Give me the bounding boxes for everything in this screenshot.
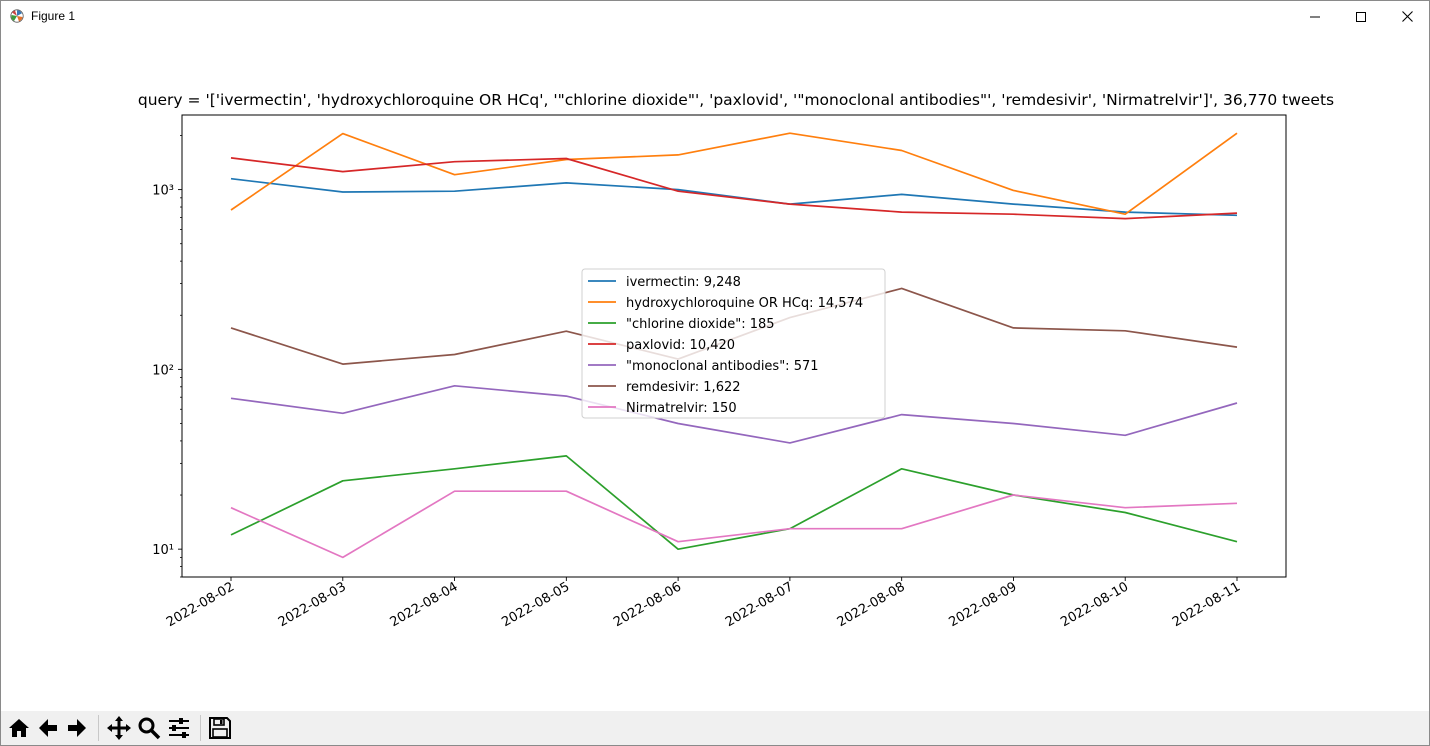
legend-label: hydroxychloroquine OR HCq: 14,574 [626,296,863,311]
back-button[interactable] [34,714,62,742]
navigation-toolbar [1,711,1429,745]
y-tick-label: 10³ [152,184,174,199]
legend-label: Nirmatrelvir: 150 [626,401,737,416]
configure-subplots-button[interactable] [165,714,193,742]
x-tick-label: 2022-08-11 [1170,579,1243,630]
y-tick-label: 10² [152,363,174,378]
zoom-icon [138,717,161,740]
x-tick-label: 2022-08-09 [947,579,1020,630]
forward-button[interactable] [63,714,91,742]
pan-icon [107,716,131,740]
minimize-icon [1310,16,1320,17]
x-tick-label: 2022-08-04 [388,579,461,630]
legend-label: "chlorine dioxide": 185 [626,317,775,332]
home-icon [9,719,29,737]
window-title: Figure 1 [31,9,76,23]
zoom-button[interactable] [135,714,163,742]
series-line [230,490,1238,559]
series-line [230,455,1238,551]
legend-label: ivermectin: 9,248 [626,275,741,290]
back-arrow-icon [39,719,57,737]
x-tick-label: 2022-08-06 [611,579,684,630]
home-button[interactable] [5,714,33,742]
maximize-icon [1356,11,1366,22]
x-tick-label: 2022-08-07 [723,579,796,630]
forward-arrow-icon [68,719,86,737]
matplotlib-logo-icon [10,9,24,23]
x-tick-label: 2022-08-10 [1058,579,1131,630]
legend-box [581,268,886,419]
legend-label: "monoclonal antibodies": 571 [626,359,819,374]
legend-label: remdesivir: 1,622 [626,380,741,395]
x-tick-label: 2022-08-08 [835,579,908,630]
legend-label: paxlovid: 10,420 [626,338,735,353]
save-icon [209,717,231,739]
title-bar[interactable]: Figure 1 [1,1,1429,32]
configure-subplots-icon [169,718,189,738]
axes-frame [181,114,1287,578]
x-tick-label: 2022-08-03 [276,579,349,630]
series-line [230,132,1238,216]
series-line [230,157,1238,220]
series-line [230,384,1238,444]
close-button[interactable] [1384,1,1430,32]
toolbar-separator [98,715,99,741]
maximize-button[interactable] [1338,1,1384,32]
line-chart: query = '['ivermectin', 'hydroxychloroqu… [138,91,1334,630]
toolbar-separator [200,715,201,741]
figure-canvas[interactable]: query = '['ivermectin', 'hydroxychloroqu… [1,32,1429,711]
close-icon [1401,11,1413,22]
y-tick-label: 10¹ [152,543,174,558]
pan-button[interactable] [105,714,133,742]
chart-title: query = '['ivermectin', 'hydroxychloroqu… [138,91,1334,109]
x-tick-label: 2022-08-05 [499,579,572,630]
minimize-button[interactable] [1292,1,1338,32]
save-button[interactable] [206,714,234,742]
x-tick-label: 2022-08-02 [164,579,237,630]
